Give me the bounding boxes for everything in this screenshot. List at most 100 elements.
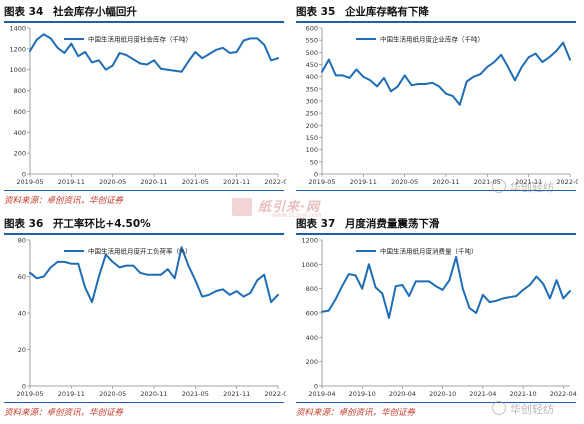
y-tick-label: 1000 — [9, 66, 26, 74]
figure-number: 图表 36 — [4, 218, 44, 230]
data-point — [188, 61, 190, 63]
watermark-text: 纸引来·网 — [258, 200, 320, 215]
panel-operating-rate: 图表 36 开工率环比+4.50% 0 20 40 60 80 2019-05 2019-1… — [4, 212, 286, 424]
data-point — [50, 38, 52, 40]
data-point — [486, 66, 488, 68]
x-tick-label: 2020-05 — [99, 178, 126, 186]
data-point — [250, 292, 252, 294]
data-point — [388, 317, 390, 319]
x-tick-label: 2019-05 — [16, 390, 43, 398]
data-point — [328, 310, 330, 312]
x-tick-label: 2022-04 — [550, 390, 577, 398]
source-rule — [296, 402, 576, 403]
data-point — [64, 52, 66, 54]
y-tick-label: 1200 — [9, 45, 26, 53]
y-tick-label: 450 — [306, 61, 318, 69]
x-tick-label: 2019-05 — [16, 178, 43, 186]
x-tick-label: 2022-05 — [264, 178, 286, 186]
x-tick-label: 2021-11 — [223, 178, 250, 186]
data-point — [528, 56, 530, 58]
y-tick-label: 1400 — [9, 25, 26, 33]
data-point — [328, 59, 330, 61]
y-tick-label: 60 — [18, 273, 26, 281]
panel-title: 图表 35 企业库存略有下降 — [296, 4, 576, 23]
data-point — [70, 263, 72, 265]
y-tick-label: 600 — [306, 25, 318, 33]
data-point — [222, 47, 224, 49]
y-tick-label: 800 — [306, 285, 318, 293]
data-point — [236, 290, 238, 292]
data-point — [521, 66, 523, 68]
legend-label: 中国生活用纸月度消费量（千吨） — [380, 247, 478, 256]
y-tick-label: 550 — [306, 37, 318, 45]
data-point — [395, 285, 397, 287]
y-tick-label: 800 — [14, 87, 26, 95]
data-point — [335, 75, 337, 77]
y-tick-label: 20 — [18, 346, 26, 354]
y-tick-label: 400 — [306, 334, 318, 342]
data-point — [418, 83, 420, 85]
data-point — [112, 65, 114, 67]
data-point — [459, 104, 461, 106]
x-tick-label: 2020-11 — [432, 178, 459, 186]
data-point — [321, 71, 323, 73]
data-point — [435, 285, 437, 287]
y-tick-label: 350 — [306, 85, 318, 93]
data-point — [535, 53, 537, 55]
data-point — [321, 311, 323, 313]
series-line — [29, 33, 279, 73]
data-point — [181, 71, 183, 73]
figure-title: 社会库存小幅回升 — [52, 6, 137, 18]
data-point — [489, 301, 491, 303]
data-point — [43, 276, 45, 278]
data-point — [91, 301, 93, 303]
data-point — [215, 290, 217, 292]
y-tick-label: 200 — [14, 150, 26, 158]
x-tick-label: 2021-10 — [509, 390, 536, 398]
data-point — [201, 296, 203, 298]
data-point — [549, 298, 551, 300]
data-point — [335, 299, 337, 301]
data-point — [126, 54, 128, 56]
x-tick-label: 2020-11 — [140, 178, 167, 186]
figure-number: 图表 35 — [296, 6, 336, 18]
chart-area: 0 20 40 60 80 2019-05 2019-11 2020-05 2020-11 202… — [4, 234, 286, 404]
watermark-url: www.51zyw.com — [272, 212, 322, 219]
data-point — [422, 281, 424, 283]
data-point — [455, 256, 457, 258]
corner-watermark: 华创轻纺 — [492, 400, 572, 418]
x-tick-label: 2019-11 — [58, 390, 85, 398]
figure-number: 图表 37 — [296, 218, 336, 230]
data-point — [91, 62, 93, 64]
data-point — [408, 295, 410, 297]
data-point — [466, 81, 468, 83]
y-tick-label: 0 — [314, 383, 318, 391]
y-tick-label: 50 — [310, 158, 318, 166]
data-point — [514, 79, 516, 81]
data-point — [438, 86, 440, 88]
series-line — [29, 246, 279, 304]
x-tick-label: 2021-11 — [515, 178, 542, 186]
data-point — [29, 272, 31, 274]
data-point — [376, 86, 378, 88]
figure-title: 月度消费量震荡下滑 — [344, 218, 440, 230]
data-point — [349, 77, 351, 79]
data-point — [126, 265, 128, 267]
y-tick-label: 200 — [306, 358, 318, 366]
chart-area: 0 200 400 600 800 1000 1200 1400 2019-05 2019-11 2… — [4, 22, 286, 192]
corner-logo-icon — [492, 401, 506, 415]
x-tick-label: 2019-11 — [350, 178, 377, 186]
series-line — [321, 41, 571, 106]
data-point — [77, 263, 79, 265]
data-point — [480, 73, 482, 75]
data-point — [452, 95, 454, 97]
data-point — [449, 279, 451, 281]
y-tick-label: 40 — [18, 310, 26, 318]
data-point — [64, 261, 66, 263]
data-point — [119, 267, 121, 269]
y-tick-label: 500 — [306, 49, 318, 57]
data-point — [469, 307, 471, 309]
data-point — [29, 50, 31, 52]
watermark: 纸引来·网 www.51zyw.com — [232, 196, 352, 222]
panel-enterprise-inventory: 图表 35 企业库存略有下降 0 50 100 150 200 250 300 350 400 4… — [296, 0, 578, 212]
